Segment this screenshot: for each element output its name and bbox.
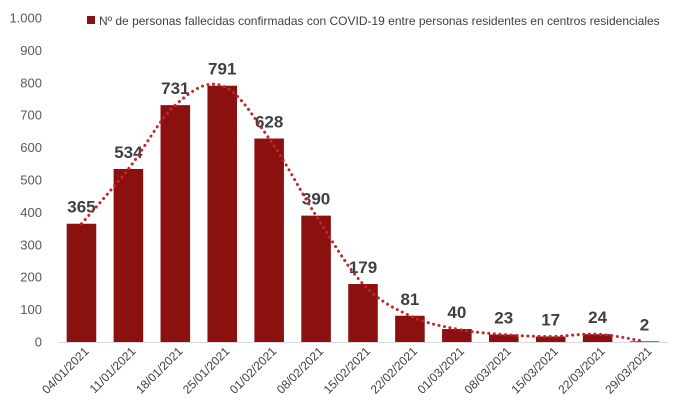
bar [582,334,613,342]
bar [207,85,238,342]
data-label: 81 [400,290,419,309]
x-tick-label: 08/03/2021 [462,344,515,397]
bar [395,315,425,342]
bar [535,336,566,342]
bar [66,223,97,342]
bar [348,284,378,342]
legend-swatch [87,16,95,24]
y-tick-label: 0 [35,335,42,350]
data-label: 534 [114,143,143,162]
bar [160,105,191,342]
x-axis: 04/01/202111/01/202118/01/202125/01/2021… [39,344,655,397]
bar [442,329,472,342]
data-label: 2 [640,315,649,334]
data-label: 24 [588,308,607,327]
x-tick-label: 29/03/2021 [602,344,655,397]
bar [488,334,519,342]
data-label: 791 [208,60,236,79]
data-label: 365 [67,198,95,217]
x-tick-label: 08/02/2021 [274,344,327,397]
y-tick-label: 100 [20,302,42,317]
data-label: 179 [349,258,377,277]
x-tick-label: 22/03/2021 [555,344,608,397]
data-label: 17 [541,310,560,329]
data-label: 23 [494,309,513,328]
data-label: 40 [447,303,466,322]
x-tick-label: 01/03/2021 [415,344,468,397]
y-tick-label: 700 [20,108,42,123]
trendline-group [79,82,647,343]
x-tick-label: 22/02/2021 [368,344,421,397]
y-tick-label: 200 [20,270,42,285]
y-tick-label: 400 [20,205,42,220]
x-tick-label: 04/01/2021 [39,344,92,397]
trendline [79,82,647,343]
y-tick-label: 300 [20,237,42,252]
x-tick-label: 18/01/2021 [133,344,186,397]
y-tick-label: 900 [20,43,42,58]
x-tick-label: 15/03/2021 [508,344,561,397]
x-tick-label: 01/02/2021 [227,344,280,397]
bar [301,215,331,342]
x-tick-label: 15/02/2021 [321,344,374,397]
data-label: 731 [161,79,189,98]
legend: Nº de personas fallecidas confirmadas co… [87,14,660,28]
y-axis: 0 100 200 300 400 500 600 700 800 900 1.000 [9,11,42,350]
bars [66,85,660,342]
bar [629,341,660,342]
x-tick-label: 11/01/2021 [87,344,139,396]
legend-label: Nº de personas fallecidas confirmadas co… [99,14,660,28]
x-tick-label: 25/01/2021 [180,344,233,397]
y-tick-label: 600 [20,140,42,155]
bar [113,168,144,342]
y-tick-label: 800 [20,75,42,90]
y-tick-label: 500 [20,173,42,188]
y-tick-label: 1.000 [9,11,42,26]
bar [254,138,284,342]
